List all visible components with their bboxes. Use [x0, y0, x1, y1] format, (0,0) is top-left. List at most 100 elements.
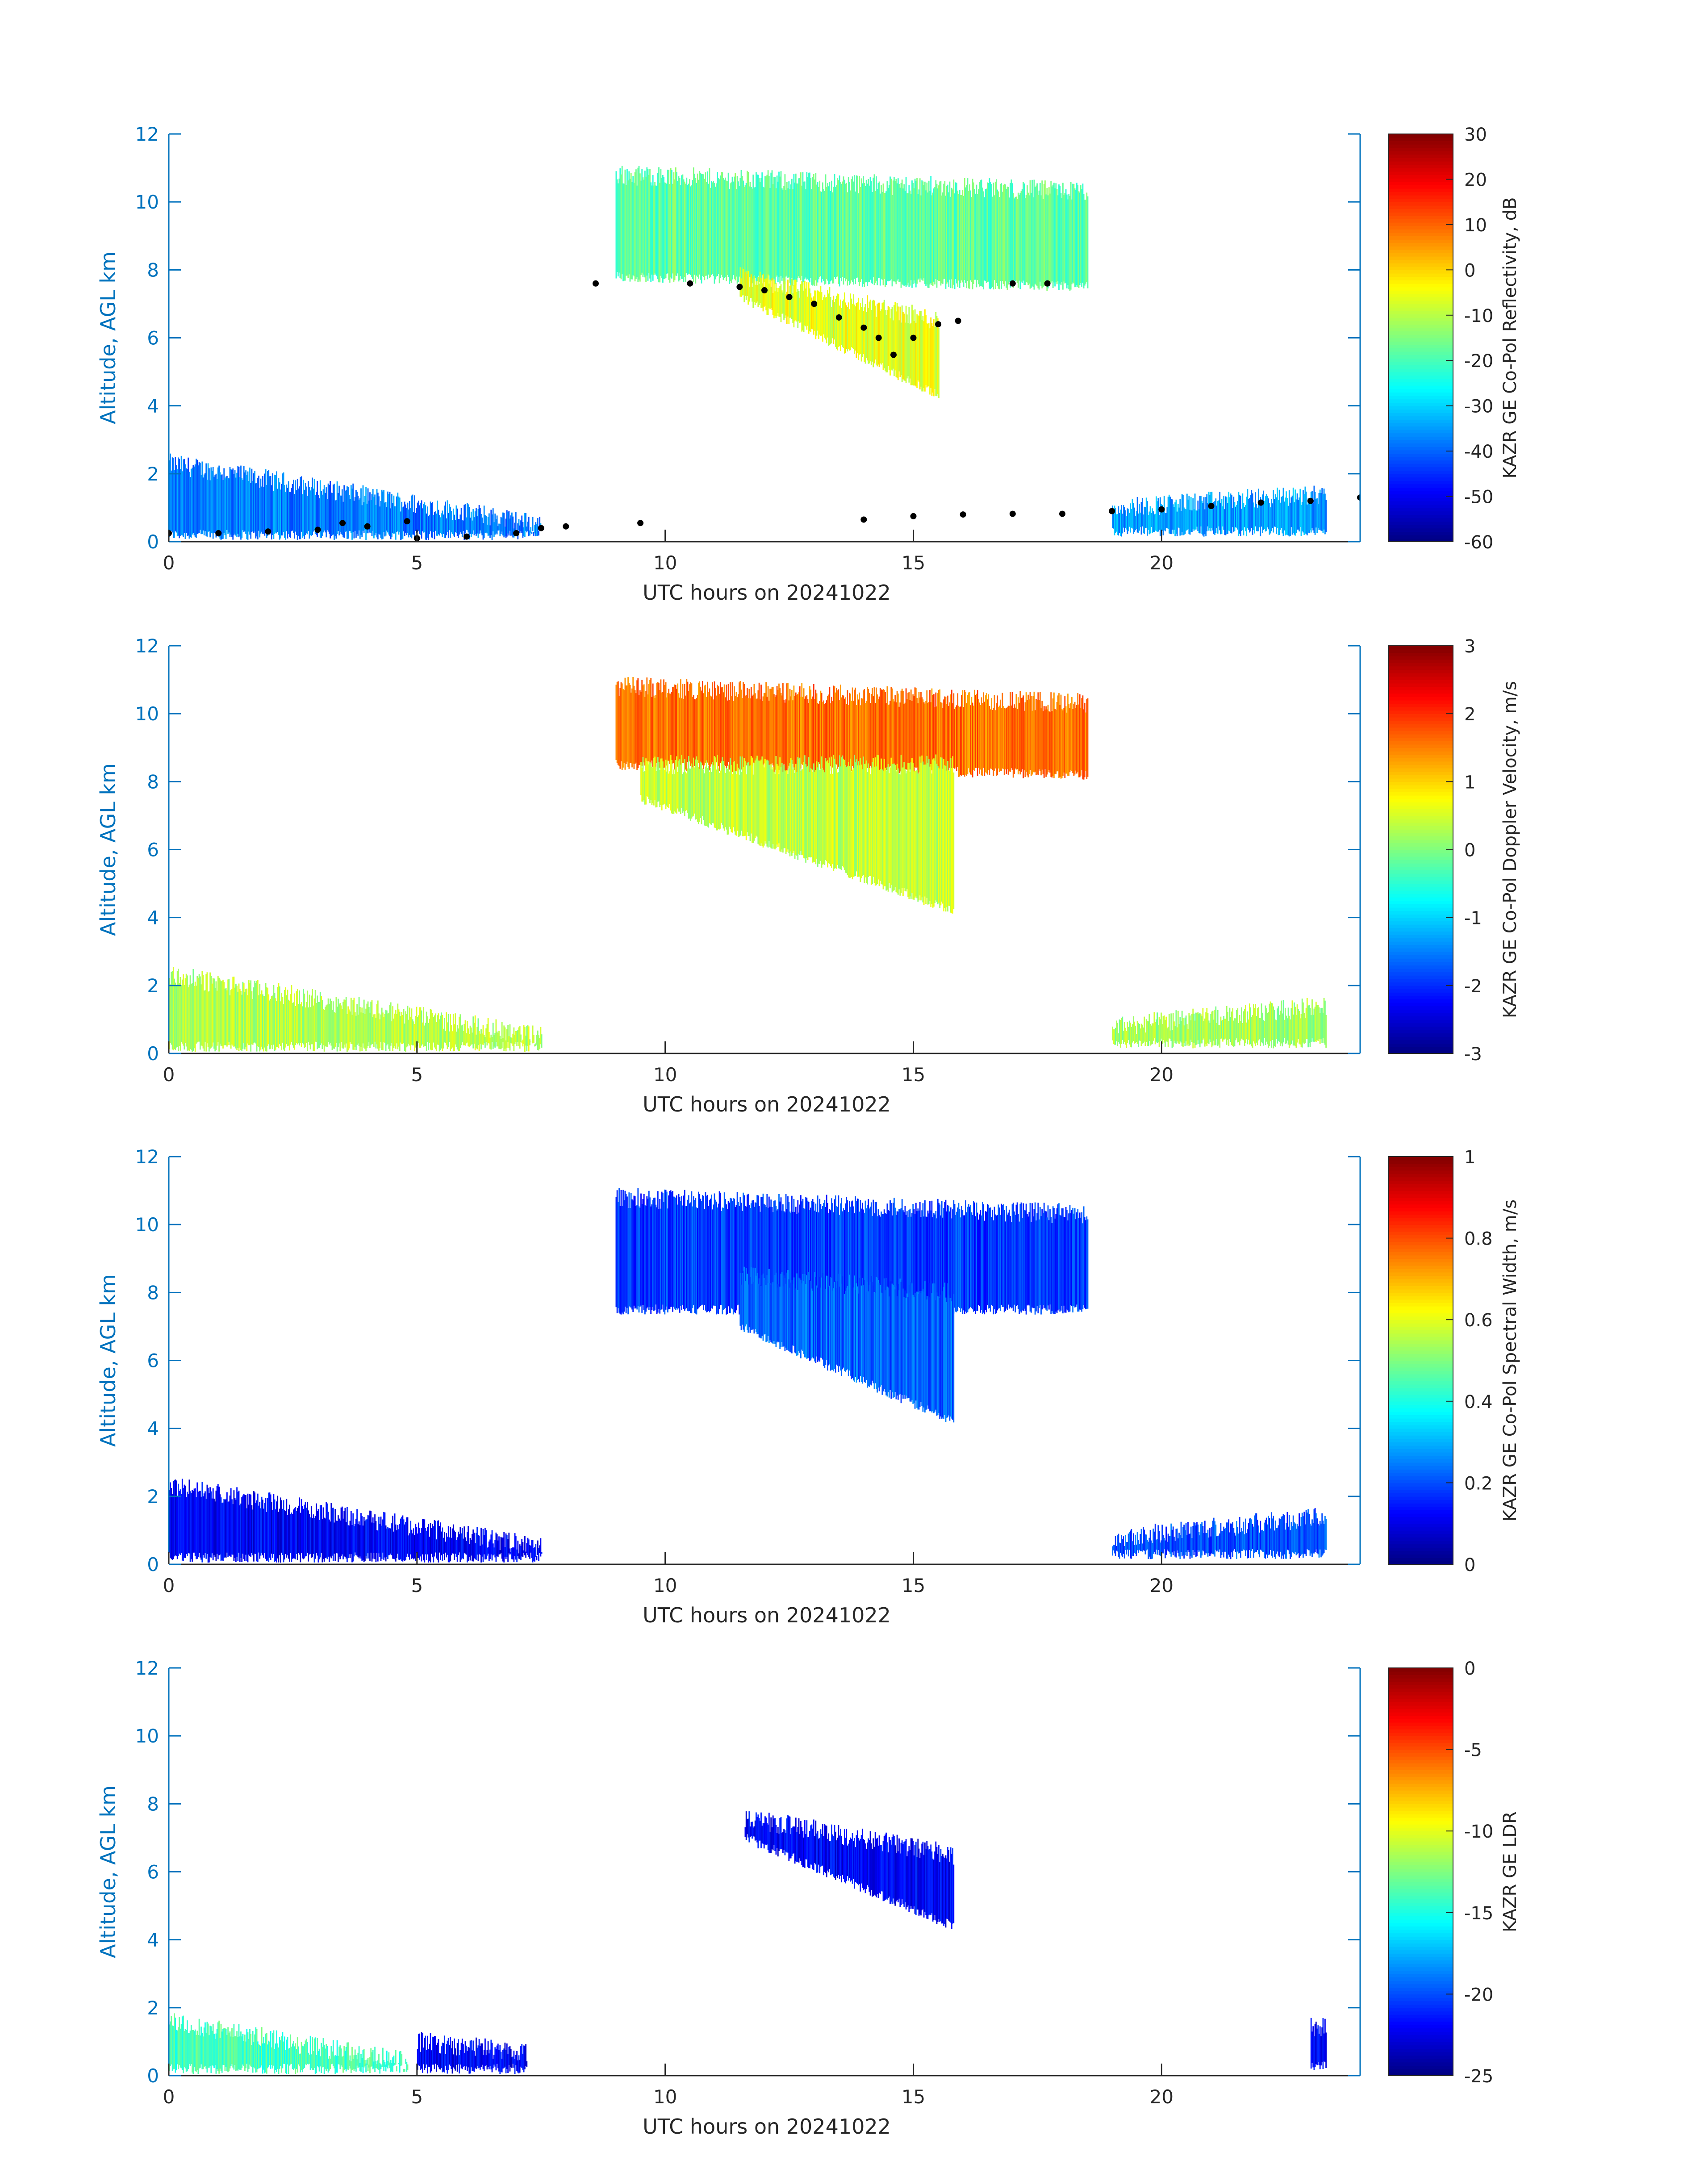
x-axis-label: UTC hours on 20241022	[643, 1603, 891, 1627]
colorbar-swatch	[1388, 975, 1453, 979]
colorbar-swatch	[1388, 1235, 1453, 1238]
x-tick-label: 15	[902, 1575, 925, 1596]
cloud-region-low-cloud	[169, 2013, 408, 2074]
colorbar-swatch	[1388, 1479, 1453, 1483]
colorbar-tick-label: -30	[1464, 397, 1493, 417]
cloud-base-marker	[364, 523, 371, 530]
colorbar-swatch	[1388, 877, 1453, 880]
colorbar-swatch	[1388, 921, 1453, 924]
plot-area	[169, 1811, 1327, 2074]
cloud-base-marker	[910, 335, 917, 341]
colorbar-swatch	[1388, 1547, 1453, 1551]
colorbar-swatch	[1388, 673, 1453, 677]
colorbar-swatch	[1388, 1163, 1453, 1167]
colorbar-swatch	[1388, 430, 1453, 433]
colorbar-swatch	[1388, 236, 1453, 239]
colorbar-swatch	[1388, 663, 1453, 666]
colorbar-swatch	[1388, 1500, 1453, 1503]
colorbar-swatch	[1388, 649, 1453, 653]
cloud-region-low-cloud	[169, 454, 543, 540]
colorbar-swatch	[1388, 795, 1453, 799]
x-tick-label: 0	[163, 552, 175, 574]
colorbar-swatch	[1388, 873, 1453, 877]
colorbar-swatch	[1388, 1221, 1453, 1225]
cloud-base-marker	[1010, 511, 1016, 517]
colorbar-swatch	[1388, 1047, 1453, 1050]
plot-area	[169, 1188, 1327, 1563]
colorbar-swatch	[1388, 955, 1453, 958]
radar-streak	[526, 2061, 527, 2067]
cloud-base-marker	[1208, 503, 1215, 509]
colorbar-swatch	[1388, 226, 1453, 229]
colorbar-swatch	[1388, 1429, 1453, 1432]
panel-3: 0246810120 5 10 15 20UTC hours on 20241022Al…	[96, 1146, 1520, 1627]
colorbar-swatch	[1388, 1337, 1453, 1340]
cloud-region-boundary-layer	[1112, 486, 1327, 537]
colorbar-swatch	[1388, 1187, 1453, 1191]
colorbar-swatch	[1388, 897, 1453, 901]
cloud-base-marker	[955, 318, 961, 324]
colorbar-swatch	[1388, 809, 1453, 812]
colorbar-swatch	[1388, 409, 1453, 413]
colorbar-swatch	[1388, 1036, 1453, 1040]
colorbar-swatch	[1388, 205, 1453, 209]
colorbar-swatch	[1388, 690, 1453, 694]
colorbar-swatch	[1388, 321, 1453, 325]
colorbar-swatch	[1388, 1157, 1453, 1160]
colorbar-swatch	[1388, 484, 1453, 488]
cloud-region-upper-cloud	[616, 166, 1089, 291]
colorbar-swatch	[1388, 758, 1453, 761]
radar-streak	[367, 2058, 369, 2071]
colorbar-swatch	[1388, 659, 1453, 663]
colorbar-swatch	[1388, 979, 1453, 982]
colorbar-swatch	[1388, 521, 1453, 525]
x-tick-label: 0	[163, 1064, 175, 1086]
colorbar-swatch	[1388, 680, 1453, 683]
colorbar-swatch	[1388, 246, 1453, 250]
colorbar-swatch	[1388, 144, 1453, 148]
colorbar-swatch	[1388, 1026, 1453, 1030]
colorbar-swatch	[1388, 962, 1453, 965]
colorbar-swatch	[1388, 1517, 1453, 1521]
colorbar-swatch	[1388, 1439, 1453, 1442]
cloud-base-marker	[1044, 280, 1051, 287]
radar-streak	[541, 1034, 543, 1048]
colorbar-label: KAZR GE Co-Pol Spectral Width, m/s	[1500, 1199, 1520, 1521]
colorbar-swatch	[1388, 1279, 1453, 1283]
colorbar-swatch	[1388, 727, 1453, 731]
colorbar-swatch	[1388, 161, 1453, 165]
colorbar-swatch	[1388, 474, 1453, 477]
colorbar-swatch	[1388, 775, 1453, 778]
colorbar-swatch	[1388, 155, 1453, 158]
colorbar-swatch	[1388, 840, 1453, 843]
y-tick-label: 2	[147, 975, 159, 997]
colorbar-swatch	[1388, 284, 1453, 287]
y-tick-label: 8	[147, 771, 159, 793]
colorbar-swatch	[1388, 901, 1453, 904]
colorbar-swatch	[1388, 846, 1453, 850]
colorbar-swatch	[1388, 1292, 1453, 1296]
colorbar-swatch	[1388, 1432, 1453, 1435]
y-tick-label: 12	[135, 123, 159, 145]
cloud-base-marker	[786, 294, 793, 300]
colorbar-swatch	[1388, 1415, 1453, 1418]
colorbar-swatch	[1388, 999, 1453, 1003]
colorbar-swatch	[1388, 1425, 1453, 1429]
colorbar-swatch	[1388, 1347, 1453, 1350]
cloud-base-marker	[1158, 506, 1165, 513]
colorbar-swatch	[1388, 1252, 1453, 1255]
colorbar-swatch	[1388, 165, 1453, 168]
colorbar-swatch	[1388, 450, 1453, 454]
radar-streak	[1087, 196, 1089, 288]
colorbar-swatch	[1388, 1313, 1453, 1316]
colorbar-swatch	[1388, 504, 1453, 508]
colorbar-swatch	[1388, 351, 1453, 355]
colorbar-swatch	[1388, 307, 1453, 311]
colorbar-swatch	[1388, 209, 1453, 212]
radar-streak	[1325, 1015, 1327, 1048]
y-tick-label: 0	[147, 1554, 159, 1575]
colorbar-swatch	[1388, 188, 1453, 192]
colorbar-swatch	[1388, 1211, 1453, 1215]
colorbar-swatch	[1388, 1483, 1453, 1486]
colorbar-swatch	[1388, 528, 1453, 532]
